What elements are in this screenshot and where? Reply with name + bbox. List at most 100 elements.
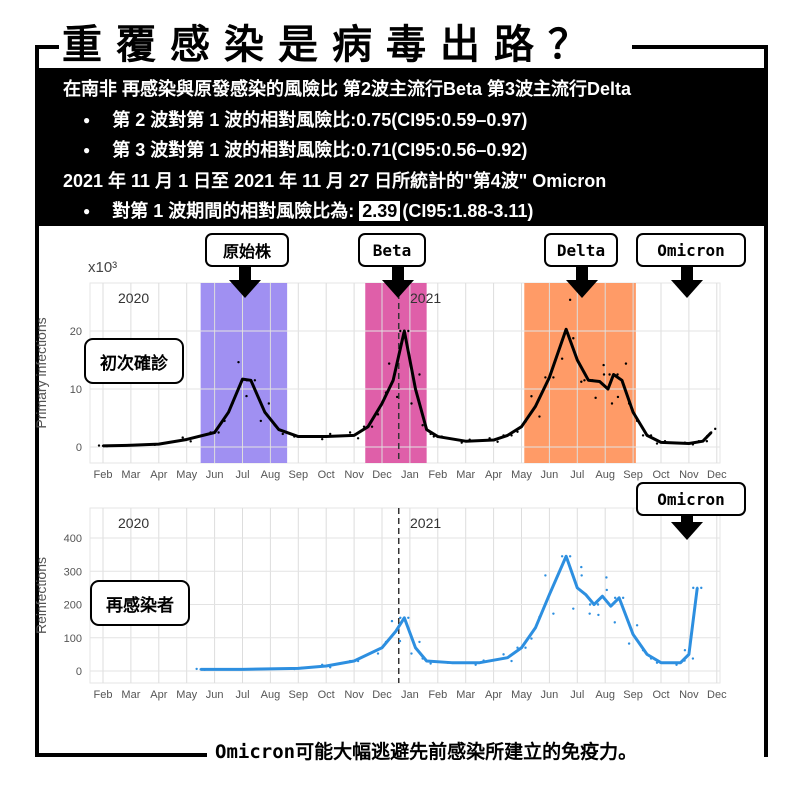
data-dot <box>602 373 606 376</box>
data-dot <box>195 667 198 671</box>
x-tick-label: Dec <box>707 689 727 701</box>
x-tick-label: Feb <box>94 689 113 701</box>
y-tick-label: 0 <box>76 442 82 454</box>
data-dot <box>624 362 628 365</box>
data-dot <box>608 373 611 376</box>
data-dot <box>627 642 631 645</box>
arrow-icon <box>671 280 703 298</box>
x-tick-label: Oct <box>652 469 669 481</box>
data-dot <box>253 379 257 382</box>
x-tick-label: Jul <box>235 469 249 481</box>
data-dot <box>502 653 505 656</box>
data-dot <box>655 442 659 445</box>
data-dot <box>560 555 564 558</box>
data-dot <box>496 440 499 443</box>
arrow-icon <box>229 280 261 298</box>
data-dot <box>429 662 432 665</box>
data-dot <box>621 596 625 600</box>
data-dot <box>530 637 533 640</box>
data-dot <box>395 395 399 399</box>
arrow-icon <box>392 266 404 280</box>
x-tick-label: Nov <box>679 689 699 701</box>
plot-area <box>89 507 721 684</box>
x-tick-label: Mar <box>456 469 475 481</box>
tag-beta: Beta <box>358 233 426 267</box>
x-tick-label: Jul <box>570 469 584 481</box>
bullet-prefix: 對第 1 波期間的相對風險比為: <box>112 201 355 221</box>
label-primary: 初次確診 <box>84 338 184 384</box>
year-label: 2020 <box>118 290 149 306</box>
y-tick-label: 400 <box>64 533 82 545</box>
x-tick-label: Jun <box>206 689 224 701</box>
data-dot <box>356 437 360 440</box>
data-dot <box>552 612 555 615</box>
data-dot <box>580 380 583 383</box>
data-dot <box>635 624 639 627</box>
data-dot <box>588 612 591 615</box>
tag-delta: Delta <box>544 233 618 267</box>
x-tick-label: Mar <box>121 469 140 481</box>
summary-panel: 在南非 再感染與原發感染的風險比 第2波主流行Beta 第3波主流行Delta … <box>37 68 768 226</box>
data-dot <box>560 357 564 360</box>
data-dot <box>538 415 541 418</box>
data-dot <box>552 376 555 379</box>
data-dot <box>544 376 547 379</box>
data-dot <box>510 659 513 663</box>
data-dot <box>217 431 220 434</box>
data-dot <box>605 588 608 592</box>
x-tick-label: Oct <box>318 689 335 701</box>
x-tick-label: Sep <box>623 689 643 701</box>
data-dot <box>580 565 583 569</box>
data-dot <box>524 646 527 649</box>
data-dot <box>705 440 709 443</box>
x-tick-label: Aug <box>595 689 615 701</box>
y-unit-label: x10³ <box>88 259 117 276</box>
bullet-suffix: (CI95:1.88-3.11) <box>402 201 534 221</box>
data-dot <box>596 603 600 606</box>
y-axis-label: Primary infections <box>33 317 49 428</box>
data-dot <box>641 434 645 437</box>
data-dot <box>610 402 614 405</box>
year-label: 2021 <box>410 515 441 531</box>
data-dot <box>418 640 421 644</box>
x-tick-label: Sep <box>623 469 643 481</box>
summary-line: 2021 年 11 月 1 日至 2021 年 11 月 27 日所統計的"第4… <box>63 170 607 191</box>
year-label: 2021 <box>410 290 441 306</box>
data-dot <box>421 424 424 427</box>
y-tick-label: 100 <box>64 633 82 645</box>
summary-line: 在南非 再感染與原發感染的風險比 第2波主流行Beta 第3波主流行Delta <box>63 79 632 99</box>
frame-line <box>35 45 59 49</box>
x-tick-label: Aug <box>261 469 281 481</box>
data-dot <box>594 396 597 400</box>
frame-line <box>35 45 39 757</box>
arrow-icon <box>576 266 588 280</box>
data-dot <box>399 616 402 619</box>
x-tick-label: Oct <box>318 469 335 481</box>
x-tick-label: Jan <box>401 689 419 701</box>
y-tick-label: 20 <box>70 326 82 338</box>
summary-bullet: 第 3 波對第 1 波的相對風險比:0.71(CI95:0.56–0.92) <box>63 135 768 166</box>
data-dot <box>376 652 380 655</box>
data-dot <box>616 395 620 399</box>
data-dot <box>613 596 617 600</box>
x-tick-label: May <box>511 689 532 701</box>
data-dot <box>370 425 374 428</box>
x-tick-label: May <box>176 469 197 481</box>
page-title: 重覆感染是病毒出路？ <box>62 22 602 68</box>
x-tick-label: Jul <box>235 689 249 701</box>
wave-band <box>524 283 636 463</box>
data-dot <box>245 394 248 398</box>
frame-line <box>35 753 207 757</box>
data-dot <box>683 649 687 652</box>
data-dot <box>588 603 592 606</box>
data-dot <box>572 607 575 610</box>
data-dot <box>583 379 586 382</box>
data-dot <box>530 395 533 398</box>
y-tick-label: 0 <box>76 666 82 678</box>
x-tick-label: Mar <box>456 689 475 701</box>
x-tick-label: Nov <box>344 469 364 481</box>
tag-omicron: Omicron <box>636 233 746 267</box>
wave-band <box>200 283 288 463</box>
data-dot <box>329 432 332 436</box>
tag-omicron-reinfection: Omicron <box>636 482 746 516</box>
